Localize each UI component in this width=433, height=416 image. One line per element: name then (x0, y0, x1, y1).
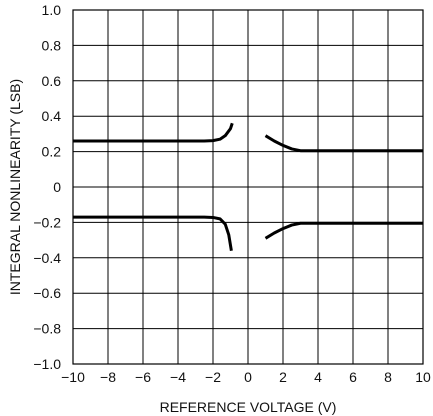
x-tick-label: −10 (61, 369, 85, 385)
x-tick-labels: −10 −8 −6 −4 −2 0 2 4 6 8 10 (61, 369, 431, 385)
y-tick-label: 0.8 (42, 37, 62, 53)
plot-frame (72, 9, 424, 365)
series-group (73, 122, 423, 251)
x-axis-label: REFERENCE VOLTAGE (V) (160, 399, 337, 415)
y-tick-label: −0.2 (33, 214, 61, 230)
y-tick-label: −0.6 (33, 285, 61, 301)
x-tick-label: 4 (314, 369, 322, 385)
y-tick-label: 0.6 (42, 73, 62, 89)
x-tick-label: 10 (415, 369, 431, 385)
x-tick-label: 8 (384, 369, 392, 385)
x-tick-label: 6 (349, 369, 357, 385)
y-tick-label: −0.4 (33, 250, 61, 266)
y-axis-label: INTEGRAL NONLINEARITY (LSB) (7, 79, 23, 295)
series-line (264, 221, 423, 240)
x-tick-label: −8 (100, 369, 116, 385)
x-tick-label: −4 (170, 369, 186, 385)
y-tick-label: −0.8 (33, 321, 61, 337)
y-tick-labels: 1.0 0.8 0.6 0.4 0.2 0 −0.2 −0.4 −0.6 −0.8 −1.0 (33, 2, 61, 372)
series-line (264, 134, 423, 153)
x-tick-label: −2 (205, 369, 221, 385)
y-tick-label: 0.2 (42, 144, 62, 160)
x-tick-label: 0 (244, 369, 252, 385)
x-tick-label: −6 (135, 369, 151, 385)
y-tick-label: 0 (53, 179, 61, 195)
series-line (73, 215, 233, 251)
y-tick-label: 0.4 (42, 108, 62, 124)
series-line (73, 122, 234, 143)
x-tick-label: 2 (279, 369, 287, 385)
y-tick-label: 1.0 (42, 2, 62, 18)
grid (72, 9, 424, 365)
y-tick-label: −1.0 (33, 356, 61, 372)
